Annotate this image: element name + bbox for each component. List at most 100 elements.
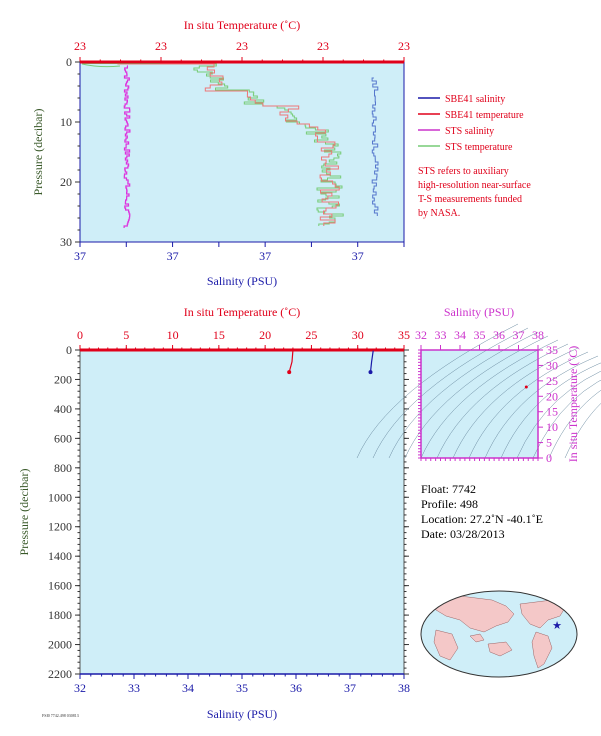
top-temperature-tick-label: 23 — [74, 39, 86, 53]
main-pressure-tick-label: 1200 — [48, 520, 72, 534]
near-surface-traces — [81, 62, 379, 228]
legend-sbe-temperature: SBE41 temperature — [445, 110, 524, 121]
float-info: Float: 7742 Profile: 498 Location: 27.2˚… — [421, 482, 543, 541]
salinity-profile-endpoint — [368, 370, 373, 375]
ts-temperature-tick-label: 0 — [546, 451, 552, 465]
main-pressure-tick-label: 1800 — [48, 608, 72, 622]
top-salinity-ticks: 37 37 37 37 — [74, 242, 405, 263]
density-contour — [372, 327, 529, 459]
main-temperature-tick-label: 5 — [123, 328, 129, 342]
sbe41-salinity-trace — [371, 77, 379, 216]
ts-salinity-ticks: 32 33 34 35 36 37 38 — [415, 328, 544, 461]
map-outline — [420, 590, 578, 678]
main-pressure-tick-label: 400 — [54, 402, 72, 416]
main-salinity-tick-label: 37 — [344, 681, 356, 695]
main-salinity-tick-label: 34 — [182, 681, 194, 695]
main-salinity-tick-label: 36 — [290, 681, 302, 695]
main-salinity-tick-label: 32 — [74, 681, 86, 695]
float-location: Location: 27.2˚N -40.1˚E — [421, 512, 543, 526]
top-temperature-ticks: 23 23 23 23 23 — [74, 39, 410, 62]
sts-temperature-surface-curve — [81, 63, 121, 68]
map-indonesia — [469, 633, 485, 643]
main-temperature-ticks: 0 5 10 15 20 25 30 35 — [77, 328, 410, 350]
main-plot-area — [80, 350, 404, 674]
map-australia — [487, 641, 513, 657]
main-temperature-tick-label: 10 — [167, 328, 179, 342]
density-contour — [436, 343, 569, 459]
main-pressure-tick-label: 2200 — [48, 667, 72, 681]
ts-plot-area — [421, 350, 538, 458]
ts-temperature-axis-label: In situ Temperature (˚C) — [566, 346, 580, 463]
main-temperature-tick-label: 20 — [259, 328, 271, 342]
density-contour — [548, 389, 601, 459]
map-continents — [431, 595, 567, 669]
temperature-profile-endpoint — [287, 370, 292, 375]
top-temperature-axis-label: In situ Temperature (˚C) — [184, 18, 301, 32]
main-temperature-tick-label: 30 — [352, 328, 364, 342]
footnote: FSI0 7742.498 030813 — [42, 713, 79, 718]
density-contour — [532, 379, 601, 459]
top-salinity-tick-label: 37 — [74, 249, 86, 263]
top-temperature-tick-label: 23 — [398, 39, 410, 53]
ts-salinity-tick-label: 37 — [513, 328, 525, 342]
main-pressure-axis-label: Pressure (decibar) — [17, 469, 31, 556]
main-salinity-ticks: 32 33 34 35 36 37 38 — [74, 674, 410, 695]
map-south-america — [531, 631, 553, 669]
legend-sbe-salinity: SBE41 salinity — [445, 94, 505, 105]
top-pressure-axis-label: Pressure (decibar) — [31, 109, 45, 196]
density-contours — [356, 323, 601, 459]
main-pressure-tick-label: 1000 — [48, 490, 72, 504]
near-surface-panel: 23 23 23 23 23 37 37 37 37 0 10 20 30 In situ Temp… — [31, 18, 531, 288]
top-plot-area — [80, 62, 404, 242]
top-salinity-axis-label: Salinity (PSU) — [207, 274, 277, 288]
main-salinity-tick-label: 38 — [398, 681, 410, 695]
top-temperature-tick-label: 23 — [236, 39, 248, 53]
top-pressure-tick-label: 30 — [60, 235, 72, 249]
density-contour — [356, 323, 519, 459]
ts-temperature-tick-label: 20 — [546, 389, 558, 403]
main-temperature-tick-label: 15 — [213, 328, 225, 342]
salinity-profile-line — [369, 350, 374, 373]
ts-salinity-tick-label: 32 — [415, 328, 427, 342]
density-contour — [516, 370, 601, 459]
density-contour — [452, 347, 579, 459]
main-temperature-tick-label: 0 — [77, 328, 83, 342]
main-pressure-tick-label: 800 — [54, 461, 72, 475]
legend-sts-temperature: STS temperature — [445, 142, 513, 153]
top-pressure-tick-label: 0 — [66, 55, 72, 69]
full-profile-panel: 0 5 10 15 20 25 30 35 32 33 34 35 36 37 38 0 200 400 600… — [17, 305, 410, 721]
ts-temperature-tick-label: 35 — [546, 343, 558, 357]
density-contour — [420, 339, 559, 459]
sts-salinity-trace — [123, 65, 131, 228]
main-salinity-tick-label: 33 — [128, 681, 140, 695]
top-pressure-ticks: 0 10 20 30 — [60, 55, 80, 249]
ts-salinity-tick-label: 33 — [435, 328, 447, 342]
main-temperature-axis-label: In situ Temperature (˚C) — [184, 305, 301, 319]
sts-note-line-1: STS refers to auxiliary — [418, 166, 509, 177]
map-eurasia — [431, 595, 515, 633]
ts-temperature-tick-label: 25 — [546, 374, 558, 388]
ts-temperature-tick-label: 15 — [546, 405, 558, 419]
profile-date: Date: 03/28/2013 — [421, 527, 505, 541]
top-temperature-tick-label: 23 — [317, 39, 329, 53]
map-africa — [433, 629, 459, 661]
sbe41-temperature-trace — [117, 63, 340, 226]
temperature-profile-line — [288, 350, 294, 373]
main-pressure-tick-label: 200 — [54, 372, 72, 386]
top-pressure-tick-label: 10 — [60, 115, 72, 129]
main-temperature-tick-label: 35 — [398, 328, 410, 342]
ts-points — [524, 385, 528, 389]
top-salinity-tick-label: 37 — [352, 249, 364, 263]
main-pressure-tick-label: 600 — [54, 431, 72, 445]
main-salinity-axis-label: Salinity (PSU) — [207, 707, 277, 721]
density-contour — [468, 351, 589, 459]
main-pressure-tick-label: 1600 — [48, 579, 72, 593]
ts-salinity-tick-label: 38 — [532, 328, 544, 342]
top-temperature-tick-label: 23 — [155, 39, 167, 53]
ts-temperature-tick-label: 30 — [546, 358, 558, 372]
legend: SBE41 salinity SBE41 temperature STS sal… — [418, 94, 524, 153]
top-pressure-tick-label: 20 — [60, 175, 72, 189]
float-position-marker: ★ — [552, 620, 562, 632]
